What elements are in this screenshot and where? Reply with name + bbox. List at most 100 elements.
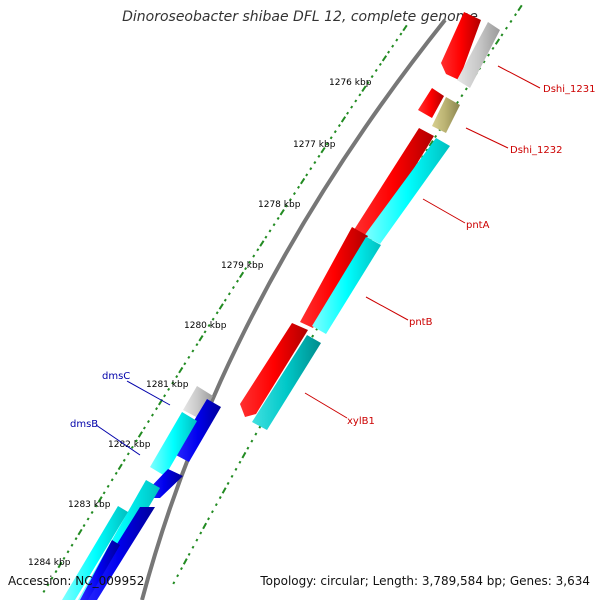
xylB1-gene[interactable] <box>252 335 321 430</box>
outer-tick-2 <box>509 19 513 23</box>
inner-tick-31 <box>276 216 280 221</box>
genome-summary-text: Topology: circular; Length: 3,789,584 bp… <box>260 574 590 588</box>
inner-tick-56 <box>175 375 179 379</box>
outer-tick-66 <box>238 460 242 464</box>
outer-tick-21 <box>425 148 429 152</box>
inner-tick-1 <box>399 32 403 36</box>
inner-tick-11 <box>358 93 362 97</box>
inner-tick-71 <box>114 471 118 475</box>
inner-tick-37 <box>252 254 256 258</box>
outer-tick-77 <box>195 538 199 542</box>
inner-tick-8 <box>370 75 374 79</box>
inner-tick-3 <box>391 44 395 48</box>
pntA-cds[interactable] <box>352 128 434 243</box>
tick-labels: 1276 kbp 1277 kbp 1278 kbp 1279 kbp 1280… <box>28 78 372 568</box>
forward-strand-features <box>240 12 500 430</box>
tick-label-1276: 1276 kbp <box>329 78 372 88</box>
dmsB-gene[interactable] <box>150 412 197 476</box>
outer-tick-73 <box>210 510 214 514</box>
dmsC-callout <box>126 380 171 406</box>
inner-tick-68 <box>126 452 130 456</box>
inner-tick-40 <box>238 271 245 279</box>
map-title: Dinoroseobacter shibae DFL 12, complete … <box>122 9 478 25</box>
inner-tick-69 <box>122 458 126 462</box>
inner-tick-42 <box>231 285 235 290</box>
inner-tick-76 <box>94 504 98 508</box>
adjacent-cds[interactable] <box>80 540 120 600</box>
dshi1231-cds[interactable] <box>441 12 481 80</box>
inner-tick-14 <box>346 111 350 115</box>
outer-tick-81 <box>180 567 183 571</box>
dmsC-cds[interactable] <box>174 399 221 462</box>
pntB-gene[interactable] <box>312 237 381 334</box>
inner-tick-19 <box>325 142 329 146</box>
inner-tick-52 <box>191 349 195 353</box>
dshi1231-callout <box>497 65 541 89</box>
outer-tick-64 <box>246 446 250 450</box>
inner-tick-27 <box>292 191 296 196</box>
genome-backbone <box>140 18 447 600</box>
inner-tick-62 <box>150 413 154 417</box>
inner-tick-23 <box>309 167 313 171</box>
outer-tick-74 <box>207 517 210 521</box>
inner-tick-86 <box>54 570 58 574</box>
inner-tick-89 <box>42 589 46 593</box>
inner-tick-84 <box>62 556 66 560</box>
inner-tick-78 <box>86 517 90 521</box>
inner-tick-41 <box>235 279 239 283</box>
inner-tick-22 <box>313 160 317 165</box>
xylB1-label: xylB1 <box>347 416 375 427</box>
dshi1232-cds[interactable] <box>418 88 444 118</box>
inner-tick-0 <box>402 24 408 32</box>
inner-tick-20 <box>320 146 326 154</box>
inner-tick-32 <box>272 223 276 227</box>
xylB1-cds[interactable] <box>240 323 308 417</box>
inner-tick-61 <box>155 407 159 411</box>
adjacent-gene[interactable] <box>62 506 128 600</box>
inner-tick-6 <box>378 62 382 66</box>
outer-tick-7 <box>487 53 491 57</box>
outer-tick-75 <box>202 522 208 530</box>
outer-tick-63 <box>250 439 254 443</box>
outer-tick-19 <box>434 134 438 139</box>
dshi1231-gene[interactable] <box>457 22 500 88</box>
dshi1232-gene[interactable] <box>432 97 460 133</box>
inner-tick-26 <box>297 185 301 189</box>
inner-tick-77 <box>90 510 94 514</box>
inner-tick-43 <box>227 292 231 296</box>
tick-label-1281: 1281 kbp <box>146 380 189 390</box>
inner-tick-63 <box>146 419 150 424</box>
pntB-cds[interactable] <box>300 227 368 328</box>
inner-tick-16 <box>337 123 341 128</box>
inner-tick-81 <box>74 537 78 541</box>
inner-tick-39 <box>244 267 248 271</box>
outer-tick-0 <box>517 4 523 12</box>
inner-tick-74 <box>102 491 106 495</box>
pntA-callout <box>422 198 466 224</box>
inner-tick-48 <box>207 323 211 328</box>
tick-label-1277: 1277 kbp <box>293 140 336 150</box>
outer-tick-12 <box>464 87 468 91</box>
dmsB-label: dmsB <box>70 419 98 430</box>
inner-tick-82 <box>70 543 74 547</box>
inner-tick-70 <box>117 463 123 471</box>
inner-tick-54 <box>183 362 187 366</box>
inner-tick-50 <box>198 335 204 342</box>
tick-label-1283: 1283 kbp <box>68 500 111 510</box>
inner-tick-46 <box>215 311 219 315</box>
inner-tick-24 <box>305 173 309 177</box>
dshi1232-callout <box>465 127 509 149</box>
outer-tick-3 <box>504 26 508 30</box>
inner-tick-28 <box>288 198 292 202</box>
inner-tick-72 <box>110 478 114 482</box>
inner-tick-21 <box>317 154 321 158</box>
inner-tick-7 <box>374 68 378 73</box>
outer-tick-6 <box>491 46 495 50</box>
inner-tick-5 <box>381 55 388 62</box>
pntA-gene[interactable] <box>364 138 450 244</box>
inner-tick-55 <box>178 366 184 374</box>
inner-tick-18 <box>329 136 333 140</box>
dshi1231-label: Dshi_1231 <box>543 84 595 95</box>
dmsC-gene[interactable] <box>183 386 213 419</box>
